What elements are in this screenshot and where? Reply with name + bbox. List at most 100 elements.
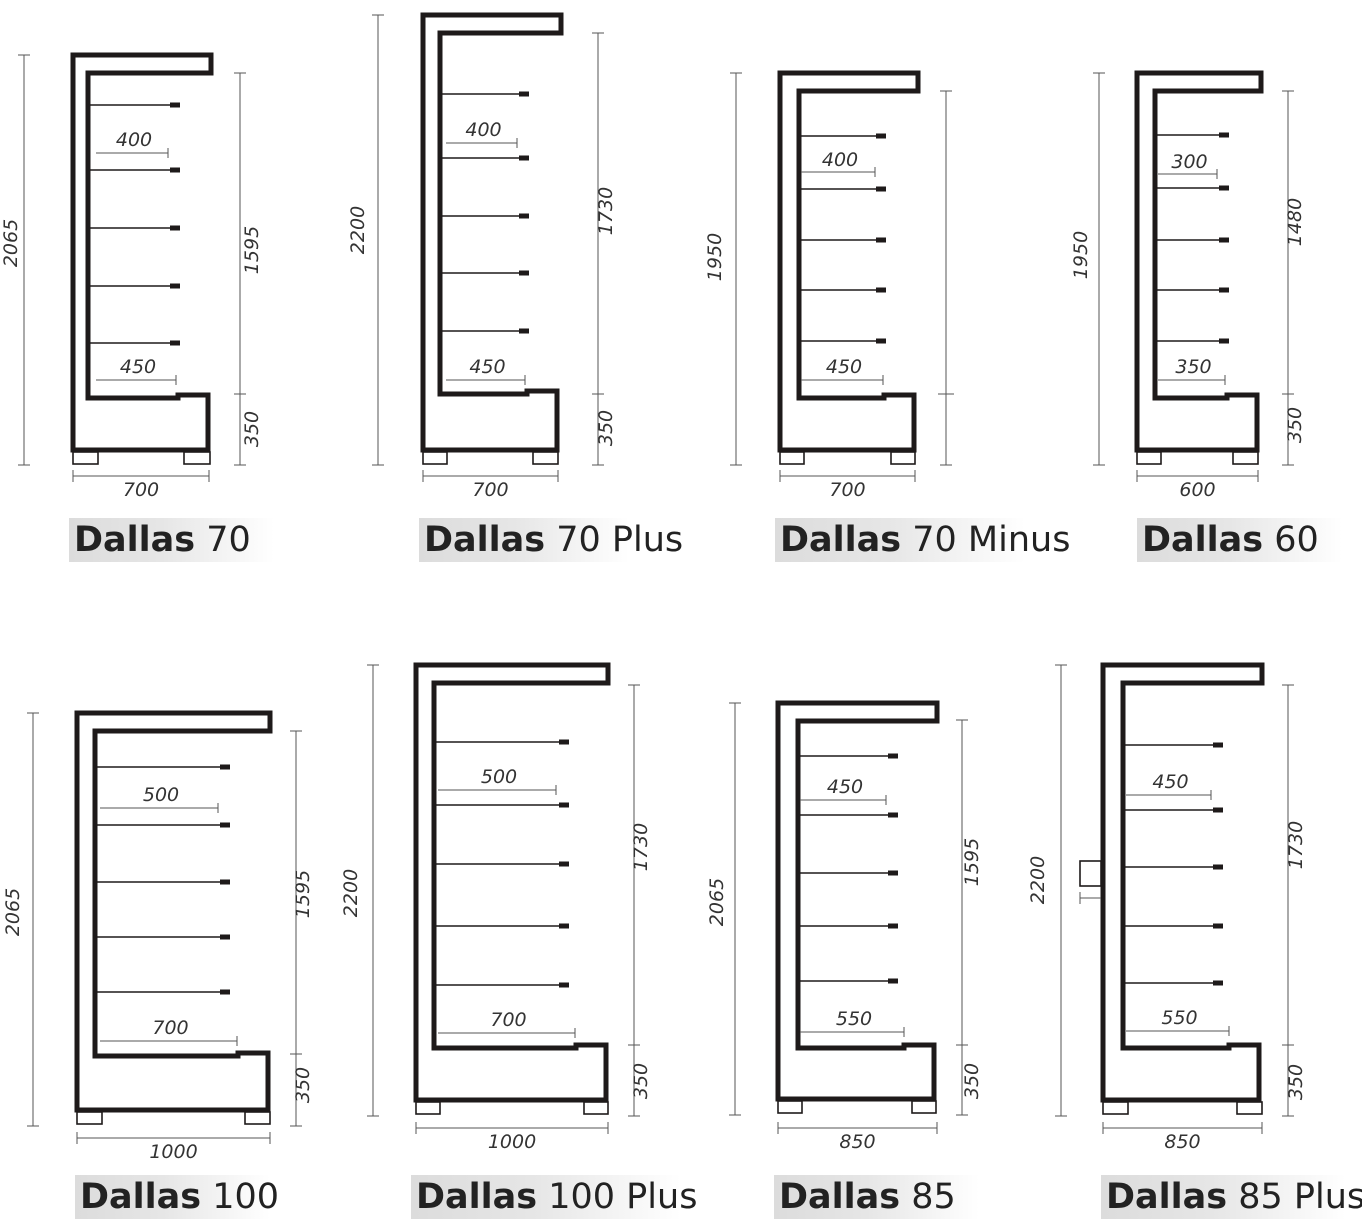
shelf-tip-1 bbox=[170, 102, 180, 108]
shelf-tip-5 bbox=[1213, 980, 1223, 986]
top-shelf-depth-value: 500 bbox=[143, 784, 179, 806]
height-value: 2200 bbox=[1027, 856, 1049, 904]
unit-8: 2200 1730 350 850 450 550 bbox=[1027, 662, 1307, 1153]
shelf-tip-5 bbox=[220, 989, 230, 995]
model-brand: Dallas bbox=[780, 520, 902, 560]
height-value: 2065 bbox=[0, 219, 22, 267]
shelf-tip-2 bbox=[519, 155, 529, 161]
shelf-tip-4 bbox=[220, 934, 230, 940]
foot-2 bbox=[1236, 1101, 1263, 1115]
foot-2 bbox=[911, 1100, 937, 1114]
shelf-tip-1 bbox=[1219, 132, 1229, 138]
foot-1 bbox=[76, 1111, 103, 1125]
shelf-tip-2 bbox=[170, 167, 180, 173]
shelf-tip-1 bbox=[1213, 742, 1223, 748]
cabinet-outline bbox=[1134, 70, 1264, 453]
bottom-shelf-depth-value: 550 bbox=[1161, 1007, 1197, 1029]
model-brand: Dallas bbox=[779, 1177, 901, 1217]
cabinet-outline bbox=[775, 700, 940, 1102]
bottom-shelf-depth-value: 700 bbox=[490, 1009, 526, 1031]
height-value: 2065 bbox=[706, 878, 728, 926]
unit-2: 2200 1730 350 700 400 450 bbox=[347, 12, 617, 501]
height-value: 2200 bbox=[340, 869, 362, 917]
shelf-tip-5 bbox=[519, 328, 529, 334]
width-value: 700 bbox=[472, 479, 508, 501]
shelf-tip-3 bbox=[876, 237, 886, 243]
unit-1: 2065 1595 350 700 400 450 bbox=[0, 52, 263, 501]
base-value: 350 bbox=[241, 411, 263, 447]
base-value: 350 bbox=[595, 410, 617, 446]
shelf-tip-3 bbox=[170, 225, 180, 231]
foot-2 bbox=[183, 451, 211, 465]
foot-1 bbox=[779, 451, 805, 465]
shelf-tip-2 bbox=[1219, 185, 1229, 191]
top-shelf-depth-value: 450 bbox=[827, 776, 863, 798]
upper-value: 1595 bbox=[241, 226, 263, 274]
model-brand: Dallas bbox=[416, 1177, 538, 1217]
shelf-tip-2 bbox=[220, 822, 230, 828]
shelf-tip-3 bbox=[888, 870, 898, 876]
shelf-tip-5 bbox=[888, 978, 898, 984]
bottom-shelf-depth-value: 450 bbox=[120, 356, 156, 378]
bottom-shelf-depth-value: 450 bbox=[826, 356, 862, 378]
shelf-tip-4 bbox=[1213, 923, 1223, 929]
foot-2 bbox=[890, 451, 916, 465]
unit-7: 2065 1595 350 850 450 550 bbox=[706, 700, 983, 1153]
foot-1 bbox=[72, 451, 99, 465]
base-value: 350 bbox=[292, 1067, 314, 1103]
model-number: 100 bbox=[201, 1177, 280, 1217]
model-brand: Dallas bbox=[74, 520, 196, 560]
foot-2 bbox=[583, 1101, 609, 1115]
shelf-tip-5 bbox=[170, 340, 180, 346]
shelf-tip-3 bbox=[519, 213, 529, 219]
model-label: Dallas 100 Plus bbox=[416, 1175, 697, 1219]
model-label-background bbox=[1101, 1175, 1346, 1219]
bottom-shelf-depth-value: 550 bbox=[836, 1008, 872, 1030]
height-value: 2200 bbox=[347, 206, 369, 254]
cabinet-outline bbox=[70, 52, 214, 453]
model-number: 70 Minus bbox=[901, 520, 1071, 560]
shelf-tip-2 bbox=[876, 186, 886, 192]
shelf-tip-4 bbox=[888, 923, 898, 929]
model-brand: Dallas bbox=[424, 520, 546, 560]
base-value: 350 bbox=[961, 1063, 983, 1099]
foot-2 bbox=[1232, 451, 1259, 465]
model-label-background bbox=[774, 1175, 979, 1219]
bottom-shelf-depth-value: 700 bbox=[152, 1017, 188, 1039]
shelf-tip-4 bbox=[876, 287, 886, 293]
shelf-tip-5 bbox=[876, 338, 886, 344]
width-value: 1000 bbox=[149, 1141, 197, 1163]
model-number: 70 Plus bbox=[545, 520, 684, 560]
model-label: Dallas 70 Plus bbox=[424, 518, 683, 562]
model-number: 60 bbox=[1263, 520, 1319, 560]
model-number: 70 bbox=[195, 520, 251, 560]
upper-value: 1480 bbox=[1284, 198, 1306, 246]
cabinet-outline bbox=[1100, 662, 1265, 1103]
shelf-tip-1 bbox=[559, 739, 569, 745]
shelf-tip-4 bbox=[519, 270, 529, 276]
base-value: 350 bbox=[1284, 407, 1306, 443]
unit-3: 1950 700 400 450 bbox=[704, 70, 954, 501]
upper-value: 1730 bbox=[595, 187, 617, 235]
model-brand: Dallas bbox=[80, 1177, 202, 1217]
shelf-tip-4 bbox=[1219, 287, 1229, 293]
model-label-background bbox=[1137, 518, 1342, 562]
height-value: 2065 bbox=[2, 888, 24, 936]
bottom-shelf-depth-value: 450 bbox=[469, 356, 505, 378]
model-label-background bbox=[775, 518, 1025, 562]
model-label: Dallas 70 Minus bbox=[780, 518, 1070, 562]
shelf-tip-3 bbox=[1219, 237, 1229, 243]
model-number: 85 bbox=[900, 1177, 956, 1217]
shelf-tip-2 bbox=[1213, 807, 1223, 813]
upper-value: 1730 bbox=[1285, 821, 1307, 869]
shelf-tip-2 bbox=[559, 802, 569, 808]
base-value: 350 bbox=[630, 1063, 652, 1099]
model-brand: Dallas bbox=[1106, 1177, 1228, 1217]
model-label-background bbox=[69, 518, 274, 562]
height-value: 1950 bbox=[1070, 231, 1092, 279]
foot-1 bbox=[1136, 451, 1162, 465]
width-value: 600 bbox=[1179, 479, 1215, 501]
model-label-background bbox=[75, 1175, 270, 1219]
